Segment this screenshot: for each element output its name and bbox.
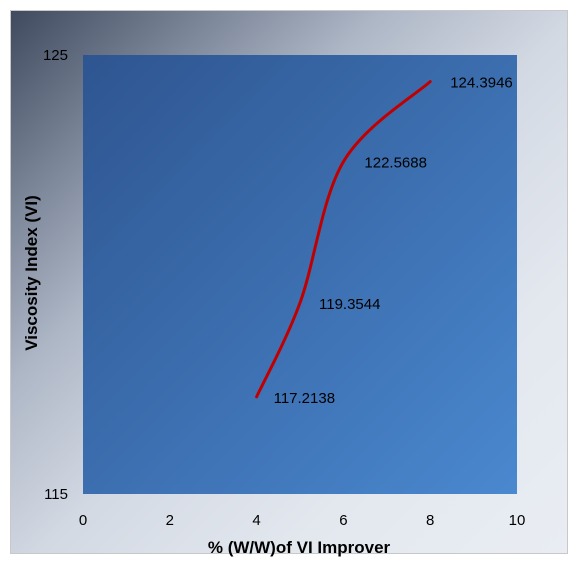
data-label: 124.3946 — [450, 75, 513, 92]
data-labels: 117.2138 119.3544 122.5688 124.3946 — [274, 75, 513, 407]
data-label: 117.2138 — [274, 390, 335, 407]
y-axis-title: Viscosity Index (VI) — [22, 195, 41, 351]
y-axis-ticks: 115 125 — [43, 47, 68, 503]
data-label: 119.3544 — [319, 296, 380, 313]
x-tick-label: 4 — [252, 512, 260, 529]
x-tick-label: 2 — [166, 512, 174, 529]
x-tick-label: 6 — [339, 512, 347, 529]
data-label: 122.5688 — [364, 155, 427, 172]
x-axis-ticks: 0 2 4 6 8 10 — [79, 512, 526, 529]
x-tick-label: 8 — [426, 512, 434, 529]
x-tick-label: 0 — [79, 512, 87, 529]
y-tick-label: 125 — [43, 47, 68, 64]
x-tick-label: 10 — [509, 512, 526, 529]
series-line — [255, 80, 432, 399]
plot-area — [83, 55, 517, 494]
x-axis-title: % (W/W)of VI Improver — [208, 538, 391, 557]
y-tick-label: 115 — [44, 486, 68, 503]
